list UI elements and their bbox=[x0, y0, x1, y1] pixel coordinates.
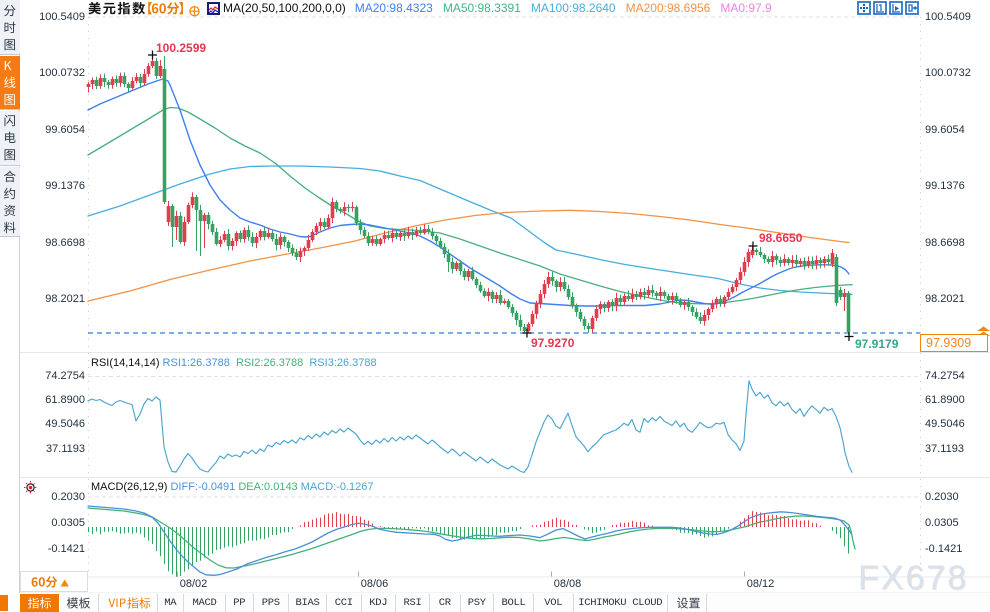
svg-text:FX678: FX678 bbox=[858, 559, 968, 597]
svg-text:FX678: FX678 bbox=[859, 560, 969, 598]
